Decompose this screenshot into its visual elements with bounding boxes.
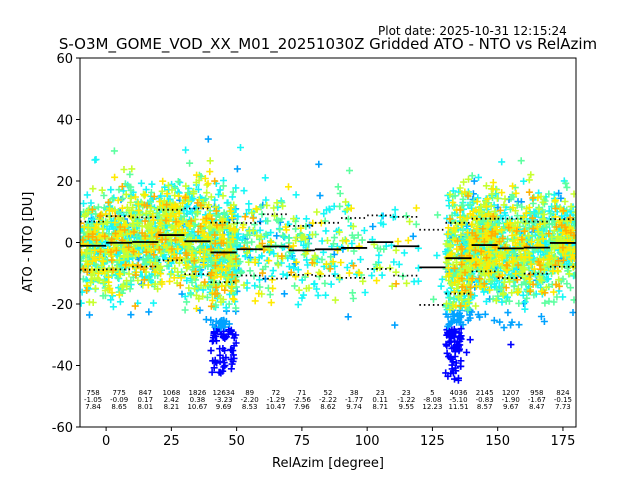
bin-std-label: 8.47 [529,403,545,411]
y-axis: -60 -40 -20 0 20 40 60 [52,52,80,436]
bin-count-label: 72 [271,389,280,397]
bin-count-label: 824 [556,389,570,397]
bin-count-label: 4036 [450,389,468,397]
bin-count-label: 2145 [476,389,494,397]
bin-count-label: 23 [376,389,385,397]
bin-count-label: 847 [139,389,152,397]
bin-count-label: 5 [430,389,434,397]
bin-count-label: 89 [245,389,254,397]
bin-mean-label: -0.83 [476,396,494,404]
chart-title: S-O3M_GOME_VOD_XX_M01_20251030Z Gridded … [59,35,597,54]
bin-mean-label: -2.56 [293,396,312,404]
bin-mean-label: 0.11 [372,396,388,404]
y-tick-label: -60 [52,421,73,436]
bin-mean-label: -0.09 [110,396,128,404]
bin-std-label: 8.21 [164,403,180,411]
bin-std-label: 7.96 [294,403,310,411]
bin-std-label: 8.62 [320,403,336,411]
bin-std-label: 11.51 [449,403,469,411]
bin-std-label: 9.55 [399,403,415,411]
bin-mean-label: -1.77 [345,396,363,404]
y-tick-label: 0 [65,237,73,252]
x-tick-label: 100 [355,434,380,449]
bin-mean-label: -1.29 [267,396,285,404]
x-tick-label: 175 [551,434,576,449]
bin-mean-label: -1.67 [528,396,546,404]
bin-std-label: 9.69 [216,403,232,411]
x-tick-label: 75 [294,434,311,449]
bin-count-label: 1826 [189,389,207,397]
x-axis-label: RelAzim [degree] [272,456,384,471]
bin-std-label: 8.65 [111,403,127,411]
bin-count-label: 71 [297,389,306,397]
bin-statistics-lines [80,207,576,306]
y-tick-label: -40 [52,360,73,375]
bin-std-label: 8.57 [477,403,493,411]
bin-count-label: 775 [112,389,125,397]
x-axis: 0 25 50 75 100 125 150 175 [102,427,575,449]
bin-std-label: 12.23 [422,403,442,411]
scatter-series-color-0 [207,325,515,384]
y-axis-label: ATO - NTO [DU] [21,192,36,293]
bin-std-label: 8.53 [242,403,258,411]
bin-count-label: 12634 [212,389,235,397]
bin-std-label: 10.47 [266,403,286,411]
bin-std-label: 10.67 [187,403,207,411]
bin-std-label: 7.84 [85,403,101,411]
bin-mean-label: -8.08 [423,396,441,404]
bin-mean-label: -5.10 [449,396,467,404]
y-tick-label: 60 [56,52,73,67]
bin-mean-label: -1.05 [84,396,102,404]
bin-count-label: 958 [530,389,543,397]
x-tick-label: 25 [163,434,180,449]
bin-std-label: 7.73 [555,403,571,411]
bin-count-label: 23 [402,389,411,397]
bin-mean-label: -2.22 [319,396,337,404]
bin-mean-label: 0.17 [137,396,153,404]
bin-count-label: 1207 [502,389,520,397]
bin-count-label: 1068 [162,389,180,397]
x-tick-label: 50 [228,434,245,449]
y-tick-label: 40 [56,114,73,129]
bin-mean-label: 0.38 [190,396,206,404]
data-points [80,135,576,384]
bin-mean-label: -0.15 [554,396,572,404]
x-tick-label: 150 [485,434,510,449]
bin-std-label: 8.71 [372,403,388,411]
x-tick-label: 125 [420,434,445,449]
bin-std-label: 9.67 [503,403,519,411]
bin-mean-label: -2.20 [241,396,259,404]
y-tick-label: 20 [56,175,73,190]
bin-mean-label: -3.23 [215,396,233,404]
bin-count-label: 38 [350,389,359,397]
bin-std-label: 9.74 [346,403,362,411]
bin-count-label: 52 [324,389,333,397]
bin-mean-label: -1.90 [502,396,520,404]
bin-std-label: 8.01 [137,403,153,411]
bin-count-label: 758 [86,389,99,397]
y-tick-label: -20 [52,298,73,313]
bin-mean-label: -1.22 [397,396,415,404]
plot-date: Plot date: 2025-10-31 12:15:24 [378,24,567,38]
x-tick-label: 0 [102,434,110,449]
bin-mean-label: 2.42 [164,396,180,404]
bin-statistics-labels: 758-1.057.84775-0.098.658470.178.0110682… [84,389,572,411]
